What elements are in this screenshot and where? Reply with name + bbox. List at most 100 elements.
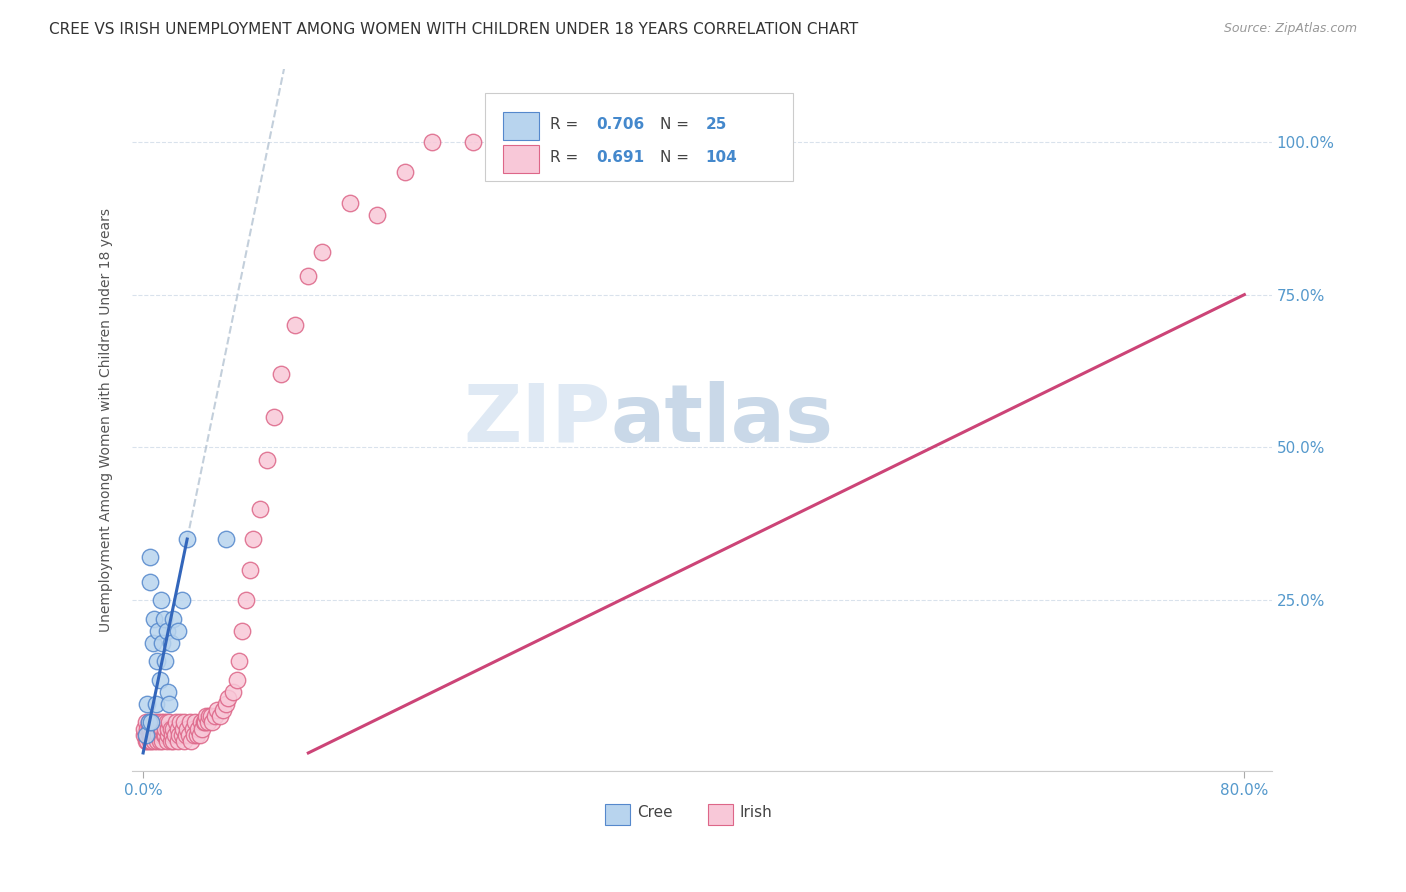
Point (165, 715, 187, 730)
Point (186, 728, 208, 742)
Point (138, 728, 160, 742)
Point (217, 690, 239, 705)
Point (139, 728, 162, 742)
Bar (707, 804, 733, 825)
Point (170, 593, 193, 607)
Point (150, 715, 173, 730)
Point (143, 611, 166, 625)
Point (153, 728, 176, 742)
Point (141, 715, 163, 730)
Point (135, 733, 157, 747)
Point (148, 715, 170, 730)
Point (207, 703, 229, 717)
Point (150, 728, 173, 742)
Point (149, 673, 172, 687)
Point (242, 532, 264, 546)
Bar (502, 112, 538, 140)
Point (156, 722, 179, 736)
Point (139, 574, 162, 589)
Point (311, 244, 333, 259)
Point (149, 722, 172, 736)
Point (145, 728, 167, 742)
Point (394, 165, 416, 179)
Point (188, 728, 211, 742)
Point (143, 733, 166, 747)
Point (150, 593, 173, 607)
Text: N =: N = (659, 150, 689, 165)
Point (180, 733, 202, 747)
Point (179, 715, 201, 730)
Point (139, 733, 162, 747)
Point (138, 715, 160, 730)
Point (139, 722, 162, 736)
Point (183, 728, 205, 742)
Text: 0.706: 0.706 (596, 118, 644, 132)
Bar (605, 804, 630, 825)
Point (283, 318, 305, 333)
Text: atlas: atlas (610, 381, 834, 458)
Point (152, 715, 174, 730)
Point (339, 196, 361, 211)
Point (169, 715, 191, 730)
Point (146, 722, 169, 736)
Point (235, 593, 257, 607)
Point (141, 715, 163, 730)
Point (134, 722, 156, 736)
Point (142, 636, 165, 650)
Point (138, 715, 160, 730)
Point (157, 697, 180, 711)
Point (270, 367, 292, 381)
Text: 0.691: 0.691 (596, 150, 644, 165)
Text: R =: R = (550, 118, 579, 132)
Text: R =: R = (550, 150, 579, 165)
Point (143, 728, 166, 742)
Point (162, 722, 184, 736)
Point (142, 728, 165, 742)
Point (194, 715, 217, 730)
Point (239, 563, 262, 577)
Point (195, 709, 218, 723)
Point (152, 636, 174, 650)
Point (201, 715, 224, 730)
Point (143, 715, 166, 730)
Point (145, 722, 167, 736)
Text: 104: 104 (706, 150, 737, 165)
Y-axis label: Unemployment Among Women with Children Under 18 years: Unemployment Among Women with Children U… (100, 208, 114, 632)
Bar (502, 145, 538, 173)
Point (148, 728, 170, 742)
Point (155, 624, 177, 638)
Point (136, 722, 159, 736)
Point (204, 709, 226, 723)
Point (162, 733, 184, 747)
Point (141, 728, 163, 742)
Point (197, 715, 219, 730)
Point (142, 722, 165, 736)
Point (153, 654, 176, 668)
Point (135, 728, 157, 742)
Point (231, 624, 253, 638)
Point (146, 733, 169, 747)
Point (249, 501, 271, 516)
Point (152, 728, 174, 742)
Point (173, 715, 195, 730)
Point (136, 733, 159, 747)
Point (190, 715, 212, 730)
Point (215, 532, 238, 546)
Point (200, 709, 222, 723)
Point (173, 733, 195, 747)
Point (184, 715, 207, 730)
Point (463, 135, 485, 149)
Point (198, 709, 221, 723)
Point (159, 636, 181, 650)
Point (145, 697, 167, 711)
Point (256, 452, 278, 467)
Point (149, 733, 172, 747)
Point (163, 728, 186, 742)
Point (152, 733, 174, 747)
Point (134, 728, 156, 742)
Point (166, 624, 188, 638)
Point (135, 728, 157, 742)
Point (366, 208, 388, 222)
Point (136, 697, 159, 711)
Point (155, 733, 177, 747)
